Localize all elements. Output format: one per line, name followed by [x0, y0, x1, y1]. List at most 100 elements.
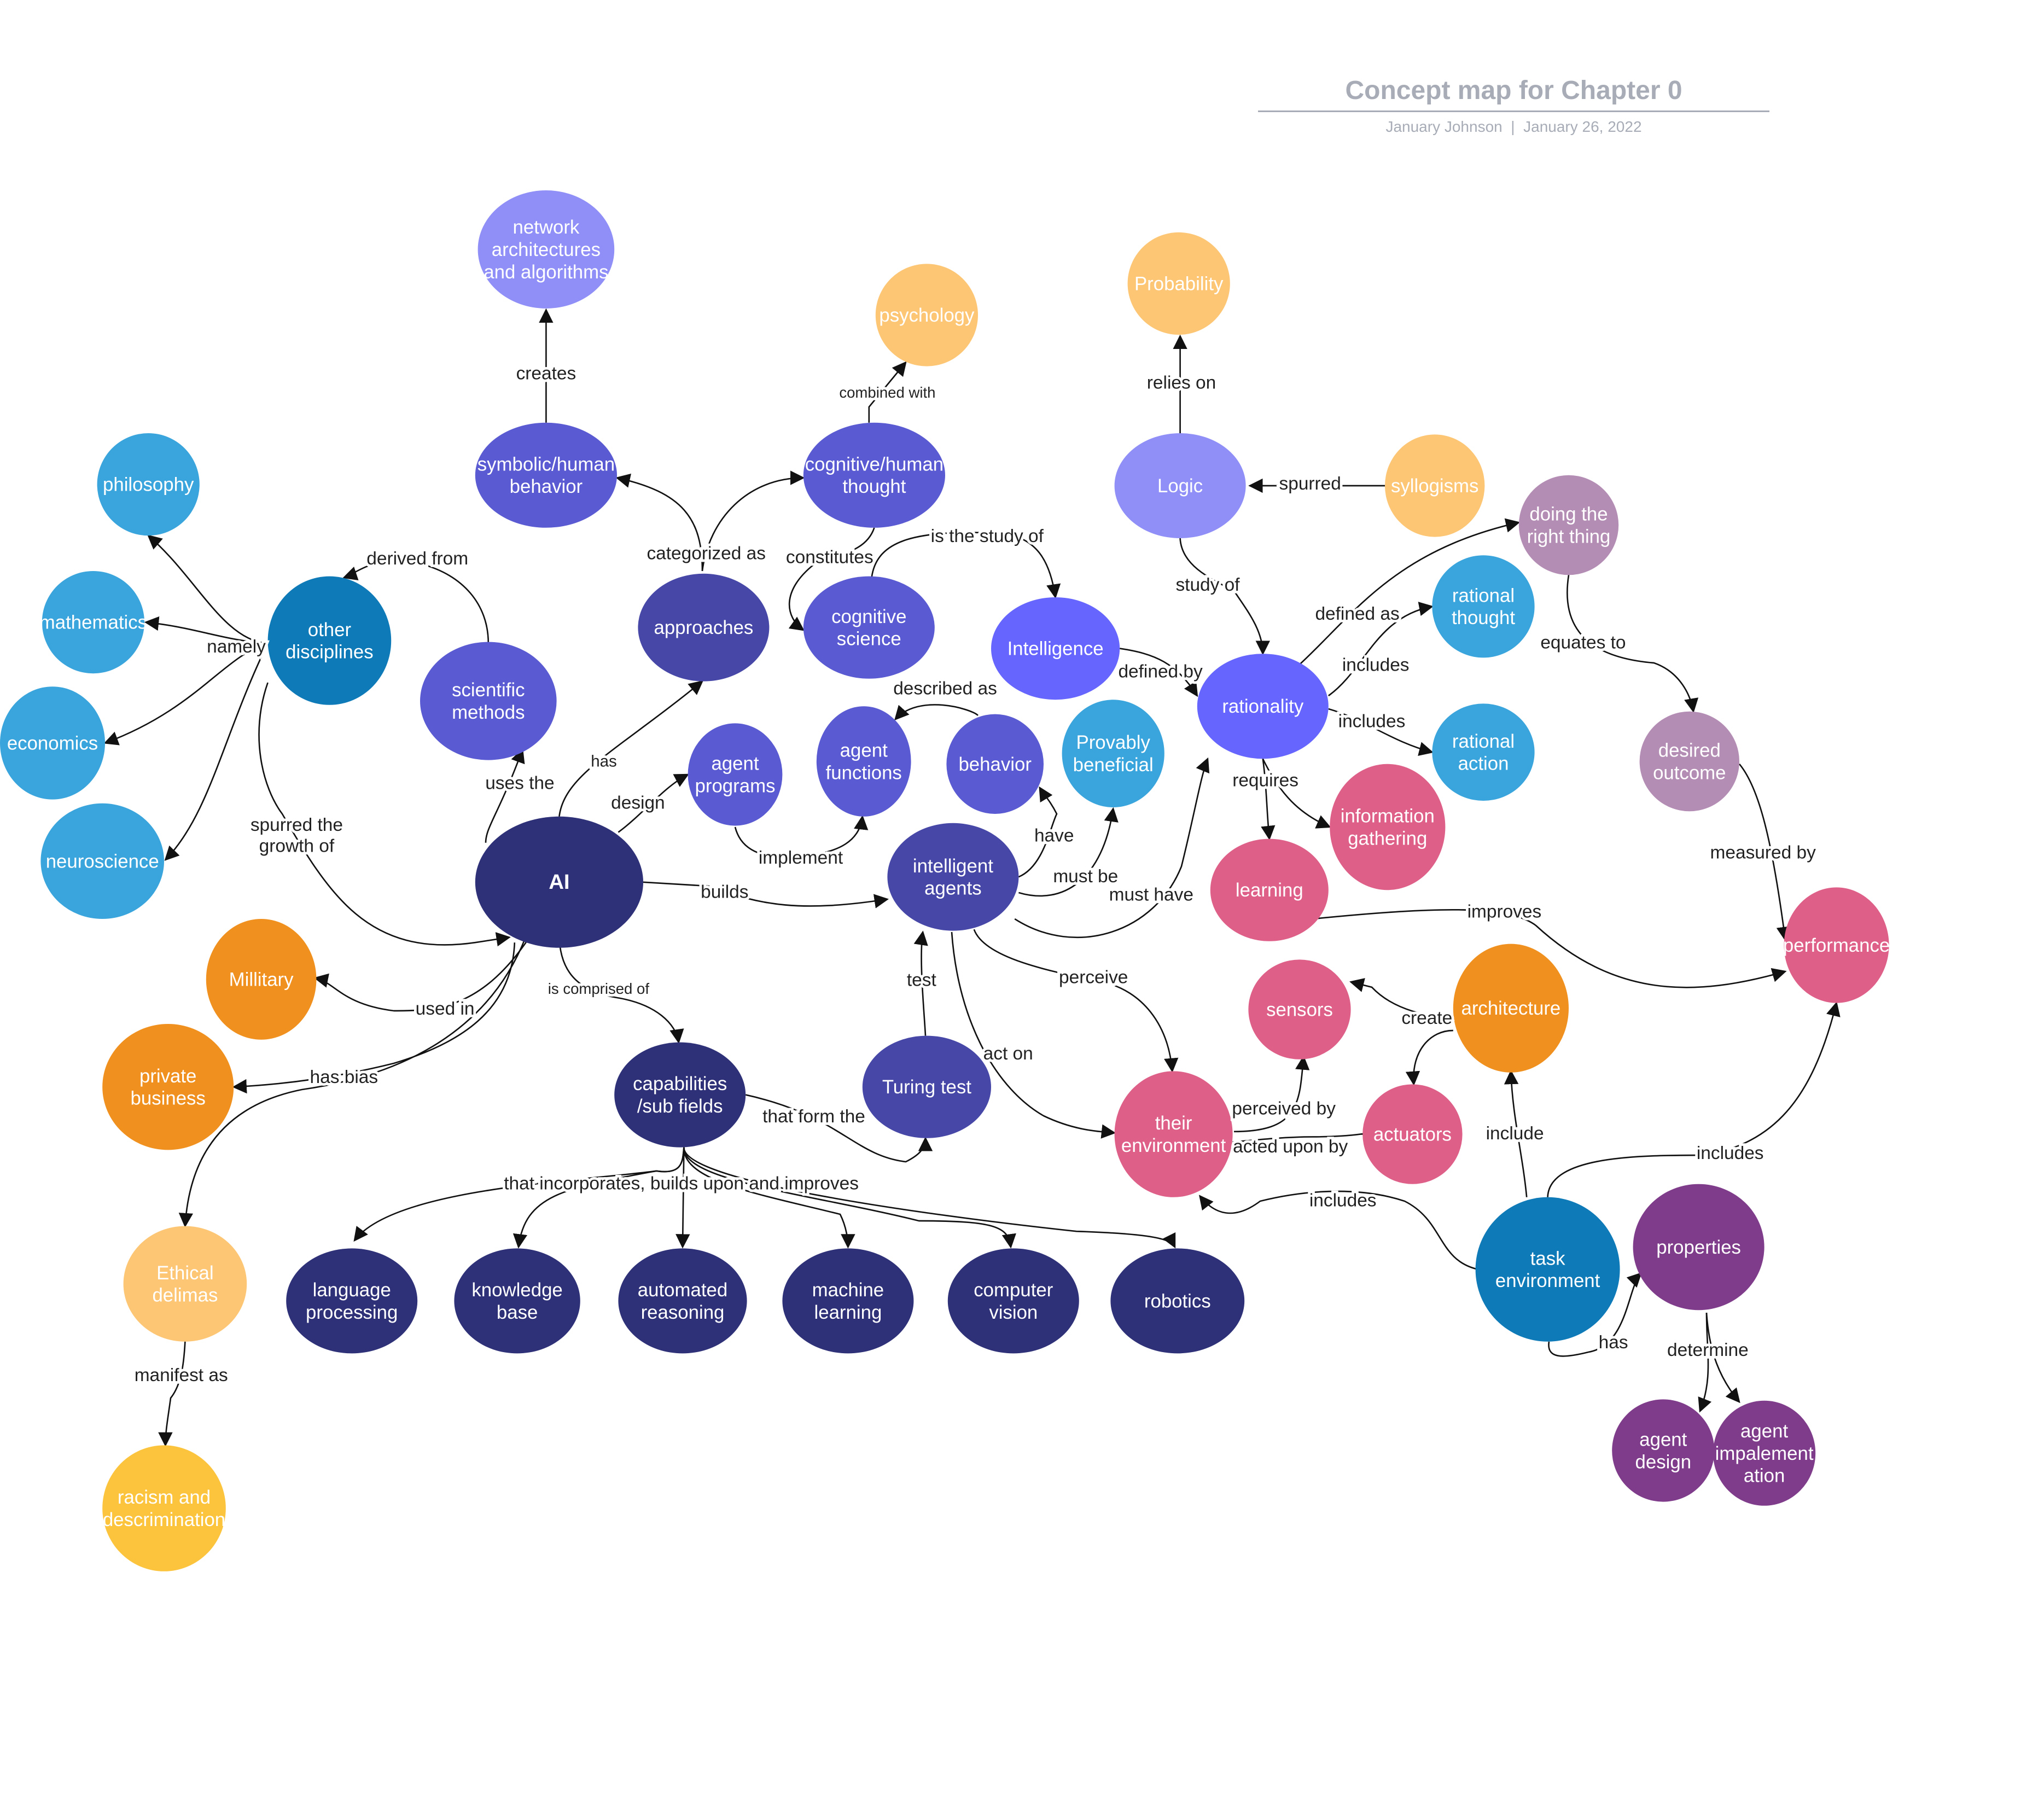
- edge-label-equates: equates to: [1540, 633, 1626, 653]
- edge-label-builds: builds: [701, 882, 748, 902]
- concept-node-cogscience[interactable]: cognitive science: [803, 576, 935, 679]
- edge-connector-54: [1547, 1002, 1841, 1197]
- node-label: private business: [131, 1065, 206, 1109]
- node-label: computer vision: [974, 1279, 1053, 1323]
- node-bubble: [454, 1248, 580, 1354]
- concept-node-cogthought[interactable]: cognitive/human thought: [803, 422, 946, 528]
- node-bubble: [1432, 555, 1535, 658]
- concept-node-symbolic[interactable]: symbolic/human behavior: [475, 422, 617, 528]
- edge-label-design: design: [611, 793, 665, 813]
- concept-node-cv[interactable]: computer vision: [947, 1248, 1079, 1354]
- concept-node-logic[interactable]: Logic: [1114, 433, 1246, 539]
- concept-node-properties[interactable]: properties: [1633, 1184, 1765, 1311]
- edge-connector-22: [618, 773, 689, 833]
- concept-node-scimethods[interactable]: scientific methods: [420, 642, 557, 760]
- node-label: agent programs: [695, 753, 776, 797]
- node-bubble: [475, 816, 643, 948]
- concept-node-learning[interactable]: learning: [1210, 839, 1329, 941]
- concept-node-infogathering[interactable]: information gathering: [1330, 764, 1446, 890]
- concept-node-mathematics[interactable]: mathematics: [39, 571, 147, 674]
- concept-node-actuators[interactable]: actuators: [1362, 1084, 1463, 1184]
- concept-node-agentprograms[interactable]: agent programs: [688, 723, 783, 826]
- node-bubble: [286, 1248, 418, 1354]
- concept-node-capabilities[interactable]: capabilities/sub fields: [614, 1042, 746, 1148]
- concept-node-military[interactable]: Millitary: [206, 919, 317, 1040]
- concept-node-ethical[interactable]: Ethical delimas: [123, 1226, 247, 1342]
- concept-node-autoreason[interactable]: automated reasoning: [618, 1248, 747, 1354]
- concept-node-intelligence[interactable]: Intelligence: [991, 597, 1120, 700]
- node-bubble: [688, 723, 783, 826]
- edge-label-perceive: perceive: [1059, 968, 1128, 988]
- edges-layer: [103, 308, 1841, 1447]
- node-label: learning: [1236, 880, 1303, 901]
- concept-node-environment[interactable]: their environment: [1114, 1071, 1233, 1197]
- concept-node-economics[interactable]: economics: [0, 686, 105, 800]
- concept-node-otherdisc[interactable]: other disciplines: [267, 576, 392, 705]
- concept-node-agentfunctions[interactable]: agent functions: [816, 706, 911, 817]
- concept-node-sensors[interactable]: sensors: [1248, 959, 1351, 1059]
- node-bubble: [420, 642, 557, 760]
- concept-node-philosophy[interactable]: philosophy: [97, 433, 200, 536]
- node-label: neuroscience: [46, 851, 159, 872]
- concept-node-taskenv[interactable]: task environment: [1475, 1197, 1620, 1342]
- node-bubble: [102, 1024, 234, 1150]
- node-label: agent functions: [826, 740, 902, 784]
- edge-connector-56: [1548, 1272, 1642, 1357]
- node-label: information gathering: [1341, 806, 1435, 849]
- concept-node-langproc[interactable]: language processing: [286, 1248, 418, 1354]
- concept-node-doingright[interactable]: doing the right thing: [1518, 475, 1619, 575]
- node-bubble: [1210, 839, 1329, 941]
- concept-node-desired[interactable]: desired outcome: [1639, 711, 1740, 812]
- edge-label-usesthe: uses the: [485, 773, 554, 793]
- edge-connector-43: [1233, 1055, 1310, 1133]
- node-label: their environment: [1121, 1113, 1226, 1156]
- concept-node-syllogisms[interactable]: syllogisms: [1385, 434, 1485, 537]
- edge-label-studyoflogic: study of: [1175, 575, 1240, 595]
- concept-node-private[interactable]: private business: [102, 1024, 234, 1150]
- concept-node-behavior[interactable]: behavior: [946, 714, 1044, 814]
- concept-node-agentdesign[interactable]: agent design: [1612, 1399, 1715, 1502]
- edge-label-derived: derived from: [366, 549, 468, 569]
- node-bubble: [1475, 1197, 1620, 1342]
- concept-node-rataction[interactable]: rational action: [1432, 703, 1535, 801]
- concept-node-intagents[interactable]: intelligent agents: [887, 823, 1019, 931]
- concept-node-network[interactable]: network architectures and algorithms: [477, 190, 615, 308]
- concept-node-ratthought[interactable]: rational thought: [1432, 555, 1535, 658]
- subtitle-separator: |: [1511, 118, 1515, 135]
- concept-node-performance[interactable]: performance: [1783, 887, 1890, 1003]
- concept-node-architecture[interactable]: architecture: [1453, 944, 1569, 1073]
- concept-node-knowledge[interactable]: knowledge base: [454, 1248, 580, 1354]
- edge-connector-48: [353, 1147, 685, 1242]
- edge-labels-layer: creates combined with relies on spurred deri…: [132, 361, 1819, 1388]
- concept-node-probability[interactable]: Probability: [1127, 232, 1230, 335]
- node-bubble: [816, 706, 911, 817]
- concept-node-turing[interactable]: Turing test: [862, 1035, 992, 1138]
- edge-connector-10: [1179, 538, 1270, 655]
- node-label: properties: [1656, 1237, 1741, 1258]
- edge-connector-12: [144, 616, 268, 644]
- concept-node-neuroscience[interactable]: neuroscience: [40, 803, 165, 919]
- edge-connector-17: [1328, 602, 1434, 697]
- edge-label-have: have: [1034, 825, 1074, 846]
- node-bubble: [1197, 654, 1329, 759]
- node-label: actuators: [1373, 1124, 1452, 1145]
- edge-label-categorized: categorized as: [647, 543, 765, 563]
- concept-node-robotics[interactable]: robotics: [1110, 1248, 1245, 1354]
- edge-label-studyof: is the study of: [931, 526, 1044, 546]
- concept-node-agentimpl[interactable]: agent impalement ation: [1713, 1400, 1816, 1506]
- concept-node-rationality[interactable]: rationality: [1197, 654, 1329, 759]
- edge-connector-7: [701, 470, 805, 572]
- concept-node-approaches[interactable]: approaches: [638, 573, 770, 682]
- node-bubble: [475, 422, 617, 528]
- edge-connector-57: [1698, 1312, 1712, 1413]
- edge-label-test: test: [907, 970, 937, 990]
- edge-label-mustbe: must be: [1053, 866, 1118, 887]
- node-label: Probability: [1134, 273, 1224, 294]
- edge-connector-50: [675, 1147, 690, 1249]
- concept-node-ai[interactable]: AI: [475, 816, 643, 948]
- concept-node-ml[interactable]: machine learning: [782, 1248, 914, 1354]
- concept-node-racism[interactable]: racism and descrimination: [102, 1445, 226, 1571]
- concept-node-provably[interactable]: Provably beneficial: [1062, 700, 1164, 807]
- concept-node-psychology[interactable]: psychology: [875, 264, 979, 366]
- page-subtitle: January Johnson | January 26, 2022: [1258, 118, 1769, 136]
